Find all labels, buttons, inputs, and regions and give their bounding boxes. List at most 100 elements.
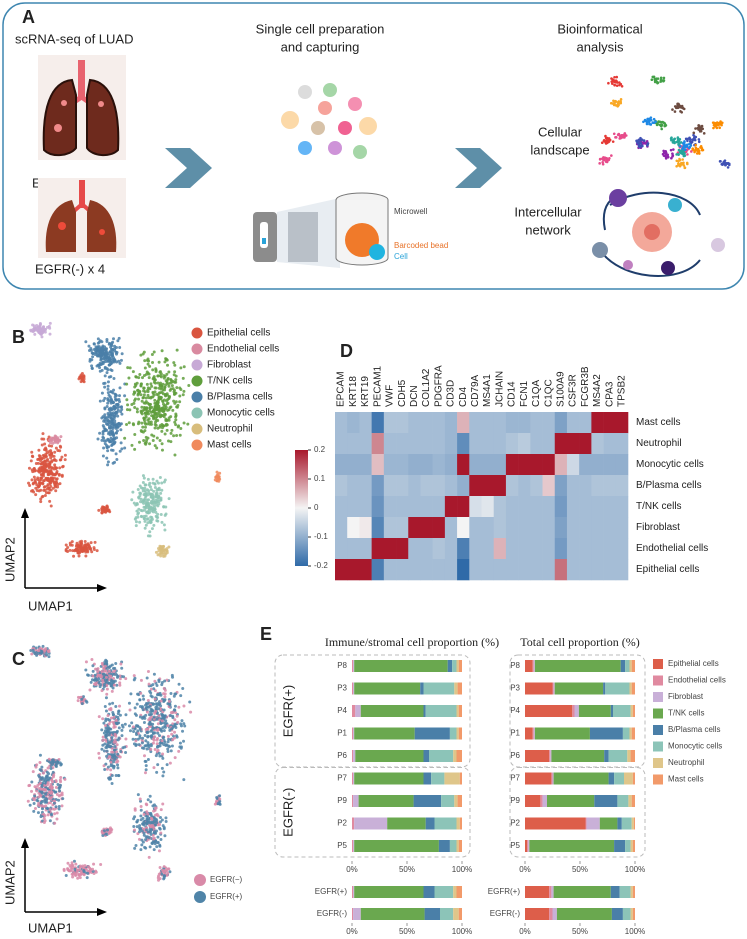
cell-dot (108, 360, 112, 364)
heatmap-cell (359, 517, 372, 539)
bar-segment (553, 886, 611, 898)
cell-dot (146, 501, 150, 505)
cell-dot (49, 456, 53, 460)
cell-dot (169, 749, 173, 753)
cell-dot (144, 764, 148, 768)
cell-dot (76, 547, 80, 551)
cell-dot (108, 363, 112, 367)
heatmap-cell (518, 496, 531, 518)
cell-dot (106, 460, 110, 464)
legend-swatch (653, 758, 663, 768)
bar-segment (360, 705, 424, 717)
cell-dot (106, 726, 110, 730)
cell-dot (100, 340, 104, 344)
cell-dot (108, 510, 112, 514)
bar-segment (631, 660, 635, 672)
cell-dot (96, 341, 100, 345)
cell-dot (45, 774, 49, 778)
cell-dot (149, 422, 153, 426)
cell-dot (168, 406, 172, 410)
cell-dot (143, 390, 147, 394)
heatmap-cell (505, 412, 519, 434)
cell-dot (152, 503, 156, 507)
cell-dot (47, 450, 51, 454)
bar-segment (610, 705, 613, 717)
dot (604, 160, 608, 163)
cell-dot (48, 819, 52, 823)
heatmap-cell (420, 517, 433, 539)
cell-dot (113, 725, 117, 729)
bar-segment (525, 682, 553, 695)
cell-dot (151, 722, 155, 726)
cell-dot (37, 649, 41, 653)
dot (679, 141, 683, 144)
cell-dot (168, 870, 172, 874)
dot (690, 150, 693, 153)
cell-dot (154, 370, 158, 374)
heatmap-cell (591, 454, 604, 476)
bar-segment (632, 908, 635, 920)
dot (663, 154, 667, 158)
cell-dot (165, 423, 169, 427)
bar-segment (603, 682, 606, 695)
colorbar-label: 0.1 (314, 474, 326, 483)
cell-dot (163, 688, 167, 692)
bar-segment (449, 840, 457, 852)
cell-dot (155, 693, 159, 697)
cell-dot (160, 442, 164, 446)
axis-label: UMAP2 (2, 860, 17, 905)
cell-dot (187, 384, 191, 388)
bar-segment (354, 886, 424, 898)
bar-segment (586, 817, 600, 830)
dot (726, 162, 729, 165)
cell-dot (142, 720, 146, 724)
cell-dot (170, 380, 174, 384)
cell-dot (144, 523, 148, 527)
cell-dot (136, 724, 140, 728)
cell-dot (40, 465, 44, 469)
cell-dot (159, 808, 163, 812)
heatmap-cell (335, 454, 348, 476)
cell-dot (48, 797, 52, 801)
cell-dot (38, 322, 42, 326)
cell-dot (161, 382, 165, 386)
cell-dot (133, 447, 137, 451)
cell-dot (34, 461, 38, 465)
cell-dot (180, 719, 184, 723)
heatmap-cell (347, 496, 360, 518)
column-label: C1QA (531, 379, 542, 407)
cell-dot (56, 783, 60, 787)
cell-dot (119, 441, 123, 445)
cell-dot (44, 792, 48, 796)
heatmap-cell (505, 517, 519, 539)
cell-dot (41, 481, 45, 485)
cell-dot (134, 524, 138, 528)
cell-dot (116, 674, 120, 678)
cell-dot (50, 790, 54, 794)
cell-dot (156, 374, 160, 378)
cell-dot (116, 712, 120, 716)
cell-dot (109, 397, 113, 401)
cell-dot (134, 739, 138, 743)
heatmap-cell (518, 433, 531, 455)
cell-dot (50, 476, 54, 480)
cell-dot (105, 337, 109, 341)
cell-dot (183, 724, 187, 728)
cell-dot (156, 878, 160, 882)
cell-dot (142, 386, 146, 390)
heatmap-cell (579, 433, 592, 455)
dot (651, 121, 655, 124)
heatmap-cell (359, 496, 372, 518)
dot (702, 132, 706, 135)
heatmap-cell (615, 538, 629, 560)
dot (623, 132, 627, 135)
cell-dot (140, 829, 144, 833)
cell-dot (189, 710, 193, 714)
bar-segment (628, 795, 632, 807)
dot (610, 80, 614, 83)
heatmap-cell (542, 559, 556, 581)
cell-dot (132, 729, 136, 733)
dot (700, 124, 704, 128)
cell-dot (158, 827, 162, 831)
cell-dot (181, 376, 185, 380)
